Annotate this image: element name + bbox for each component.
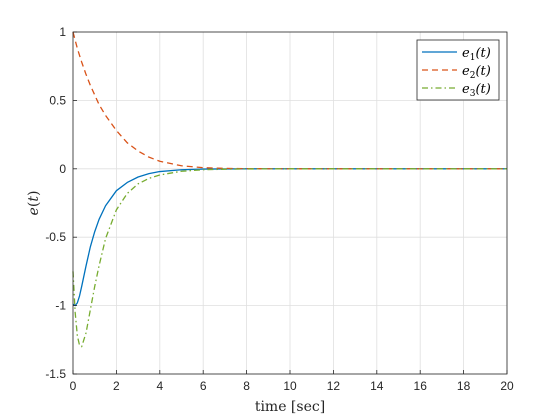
x-tick-label: 16 <box>414 379 428 393</box>
x-tick-label: 14 <box>370 379 384 393</box>
legend-label-2: e2(t) <box>462 64 491 81</box>
legend-label-1: e1(t) <box>462 46 491 63</box>
y-tick-label: 0.5 <box>49 93 66 107</box>
x-tick-label: 2 <box>113 379 120 393</box>
x-axis-label: time [sec] <box>255 399 325 415</box>
series-line-2 <box>72 31 507 170</box>
x-tick-label: 4 <box>156 379 163 393</box>
y-tick-label: 0 <box>59 162 66 176</box>
x-tick-label: 18 <box>457 379 471 393</box>
series-line-3 <box>72 168 507 348</box>
y-tick-label: -1 <box>55 299 66 313</box>
x-tick-label: 0 <box>70 379 77 393</box>
y-tick-label: -0.5 <box>45 230 66 244</box>
series-layer <box>72 31 507 348</box>
x-tick-label: 20 <box>500 379 514 393</box>
y-tick-label: -1.5 <box>45 367 66 381</box>
legend-box <box>416 39 500 101</box>
legend: e1(t)e2(t)e3(t) <box>416 39 500 101</box>
x-tick-label: 12 <box>327 379 341 393</box>
x-tick-label: 8 <box>243 379 250 393</box>
legend-label-3: e3(t) <box>462 82 491 99</box>
tick-layer: 0 2 4 6 8 10 12 14 16 18 20 -1.5 -1 -0.5 0 0.5 1 <box>45 25 514 393</box>
y-tick-label: 1 <box>59 25 66 39</box>
x-tick-label: 10 <box>283 379 297 393</box>
y-axis-label: e(t) <box>26 191 42 216</box>
x-tick-label: 6 <box>200 379 207 393</box>
